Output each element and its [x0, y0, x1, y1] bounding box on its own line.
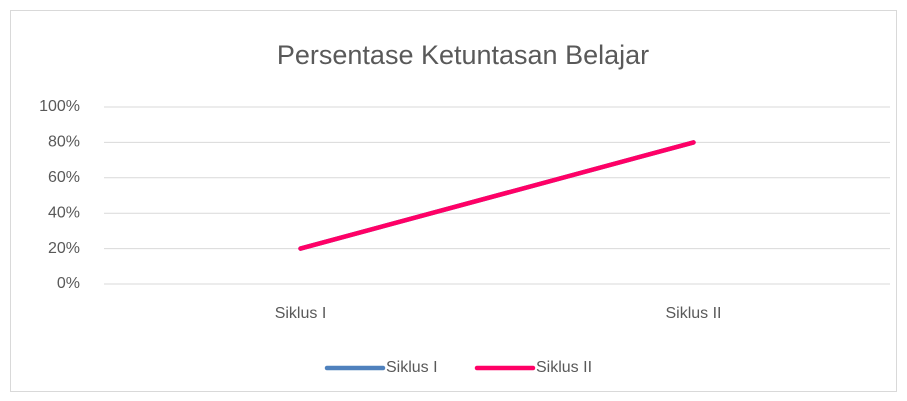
x-tick-label: Siklus II: [665, 305, 721, 322]
x-tick-label: Siklus I: [275, 305, 327, 322]
y-tick-label: 20%: [48, 240, 80, 257]
y-tick-label: 80%: [48, 134, 80, 151]
y-tick-label: 100%: [39, 98, 80, 115]
legend-label: Siklus II: [536, 359, 592, 376]
y-tick-label: 60%: [48, 169, 80, 186]
y-tick-label: 0%: [57, 275, 80, 292]
legend-label: Siklus I: [386, 359, 438, 376]
chart-border: [10, 10, 897, 392]
chart-title: Persentase Ketuntasan Belajar: [277, 40, 649, 70]
line-series: [298, 140, 696, 251]
y-tick-label: 40%: [48, 204, 80, 221]
